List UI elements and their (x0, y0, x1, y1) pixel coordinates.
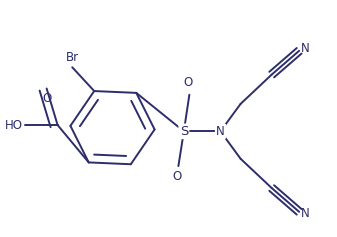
Text: HO: HO (5, 118, 23, 132)
Text: S: S (180, 125, 188, 138)
Text: O: O (42, 92, 51, 105)
Text: N: N (216, 125, 225, 138)
Text: N: N (301, 42, 310, 55)
Text: Br: Br (66, 51, 79, 64)
Text: O: O (172, 170, 181, 183)
Text: N: N (301, 207, 310, 220)
Text: O: O (183, 76, 192, 89)
